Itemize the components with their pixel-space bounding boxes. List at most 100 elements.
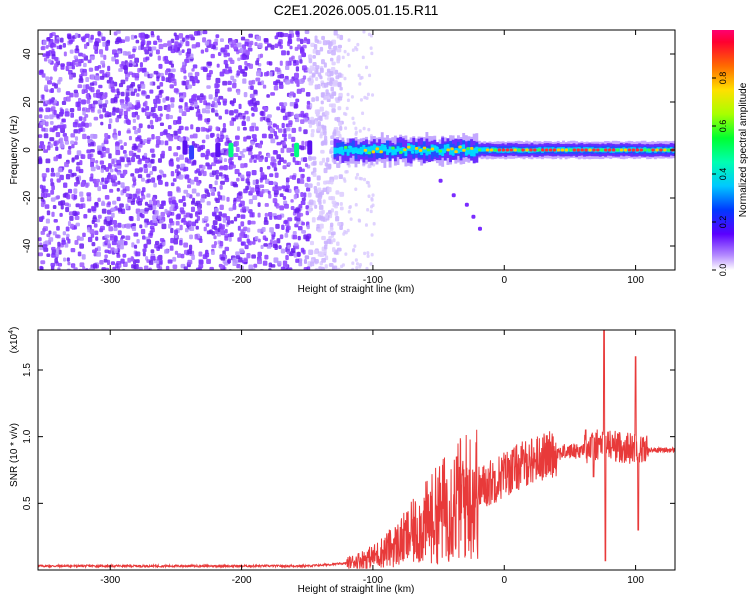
heatmap-cell — [178, 108, 184, 113]
heatmap-cell — [255, 126, 259, 131]
heatmap-cell — [138, 266, 143, 270]
heatmap-cell — [78, 127, 83, 132]
heatmap-cell — [51, 106, 56, 111]
heatmap-cell — [217, 101, 221, 106]
heatmap-cell — [220, 180, 225, 185]
heatmap-cell — [143, 243, 148, 249]
heatmap-cell — [146, 173, 151, 178]
heatmap-cell — [41, 94, 45, 100]
heatmap-cell — [128, 135, 132, 141]
heatmap-cell — [334, 204, 338, 209]
heatmap-cell — [396, 146, 400, 152]
heatmap-cell — [332, 132, 337, 137]
heatmap-cell — [159, 89, 164, 94]
heatmap-cell — [116, 30, 121, 34]
heatmap-cell — [370, 252, 374, 257]
heatmap-cell — [46, 51, 51, 56]
heatmap-cell — [651, 148, 655, 152]
heatmap-cell — [191, 97, 195, 102]
heatmap-cell — [148, 163, 152, 168]
heatmap-cell — [305, 205, 310, 210]
spectrogram-y-tick-label: 20 — [22, 96, 33, 108]
heatmap-cell — [87, 208, 92, 213]
heatmap-cell — [213, 157, 218, 163]
heatmap-cell — [321, 35, 325, 41]
heatmap-cell — [359, 98, 363, 102]
heatmap-cell — [40, 198, 45, 202]
heatmap-cell — [244, 66, 248, 71]
heatmap-cell — [258, 151, 262, 155]
heatmap-cell — [257, 258, 262, 265]
heatmap-cell — [647, 148, 651, 152]
heatmap-cell — [157, 203, 161, 208]
heatmap-cell — [331, 61, 336, 66]
heatmap-cell — [327, 186, 332, 193]
heatmap-cell — [317, 121, 321, 127]
heatmap-cell — [158, 259, 163, 265]
heatmap-cell — [274, 172, 279, 178]
heatmap-cell — [51, 246, 56, 251]
heatmap-cell — [196, 30, 201, 36]
heatmap-cell — [170, 68, 176, 73]
heatmap-cell — [50, 167, 55, 173]
heatmap-cell — [459, 145, 463, 153]
snr-y-scale-factor: (x104) — [8, 327, 20, 354]
heatmap-cell — [276, 106, 281, 111]
heatmap-cell — [370, 145, 374, 152]
heatmap-cell — [236, 70, 241, 76]
heatmap-cell — [45, 45, 49, 49]
heatmap-cell — [509, 148, 513, 152]
heatmap-cell — [65, 91, 71, 96]
heatmap-cell — [462, 144, 466, 152]
heatmap-cell — [259, 116, 263, 122]
heatmap-cell — [335, 75, 340, 80]
heatmap-cell — [129, 216, 134, 222]
heatmap-cell — [73, 267, 78, 270]
heatmap-cell — [57, 79, 61, 85]
heatmap-cell — [279, 102, 284, 107]
heatmap-cell — [306, 187, 311, 192]
heatmap-cell — [215, 34, 220, 39]
heatmap-cell — [259, 184, 265, 189]
heatmap-cell — [300, 145, 305, 151]
heatmap-cell — [300, 47, 304, 53]
heatmap-cell — [403, 148, 407, 152]
heatmap-cell — [296, 178, 301, 184]
heatmap-cell — [75, 62, 79, 67]
heatmap-cell — [210, 152, 215, 157]
colorbar-ticks: 0.00.20.40.60.8 — [712, 72, 728, 276]
heatmap-cell — [100, 60, 105, 65]
heatmap-cell — [68, 169, 73, 174]
heatmap-cell — [176, 186, 180, 192]
heatmap-cell — [48, 230, 52, 235]
heatmap-cell — [74, 32, 79, 38]
heatmap-cell — [371, 93, 375, 97]
heatmap-cell — [332, 247, 336, 253]
heatmap-cell — [46, 36, 51, 41]
heatmap-cell — [295, 258, 300, 263]
heatmap-cell — [336, 247, 342, 252]
heatmap-cell — [281, 108, 286, 113]
heatmap-cell — [120, 258, 125, 264]
heatmap-cell — [266, 94, 270, 98]
heatmap-cell — [580, 148, 584, 152]
heatmap-cell — [299, 179, 305, 184]
heatmap-cell — [137, 174, 143, 179]
heatmap-cell — [156, 139, 161, 145]
heatmap-cell — [173, 88, 179, 93]
heatmap-cell — [311, 97, 316, 102]
heatmap-cell — [339, 125, 343, 131]
heatmap-cell — [140, 44, 144, 50]
heatmap-cell — [150, 249, 155, 254]
heatmap-cell — [228, 57, 233, 62]
spectrogram-y-tick-label: -20 — [22, 190, 33, 205]
heatmap-cell — [379, 150, 383, 154]
heatmap-cell — [267, 153, 271, 158]
heatmap-cell — [159, 238, 165, 242]
heatmap-cell — [271, 162, 277, 168]
heatmap-cell — [136, 217, 141, 221]
heatmap-cell — [185, 79, 190, 86]
heatmap-cell — [179, 224, 183, 231]
heatmap-cell — [102, 184, 108, 190]
heatmap-cell — [77, 105, 81, 111]
